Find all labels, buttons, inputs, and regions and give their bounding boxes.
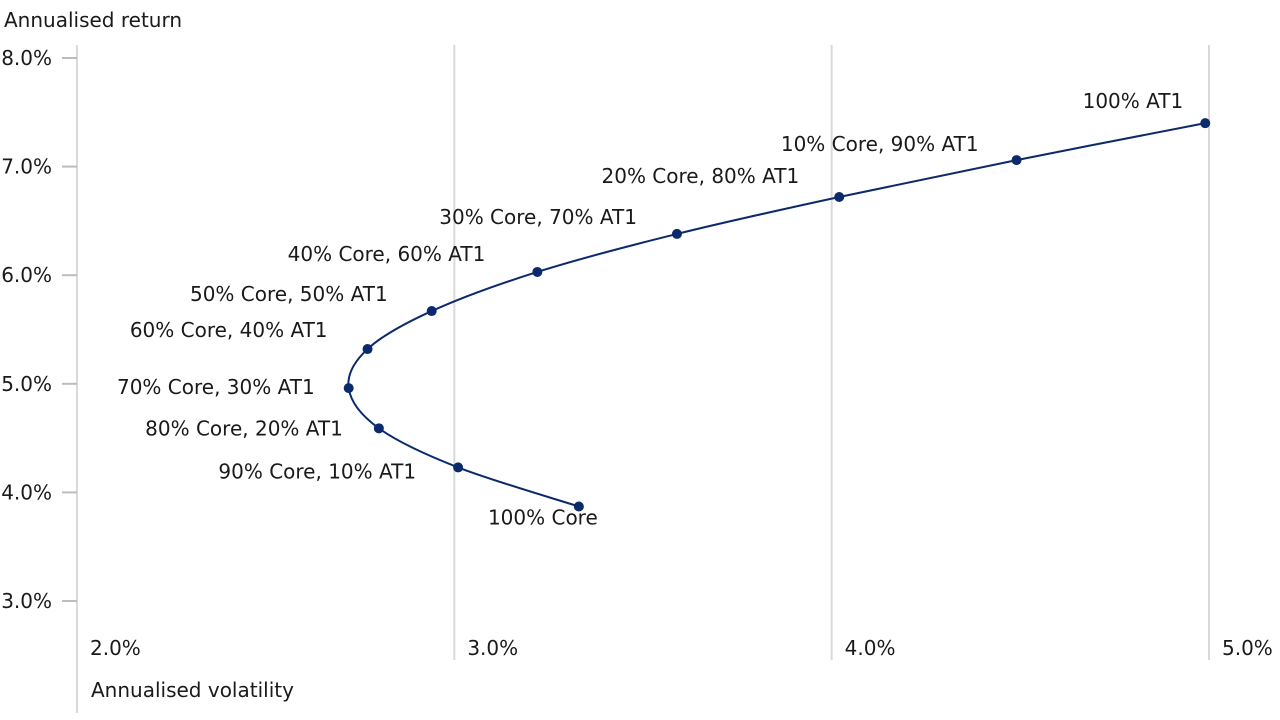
y-tick-label: 7.0% [1, 155, 52, 179]
data-point [1011, 155, 1022, 166]
y-axis-ticks: 3.0% 4.0% 5.0% 6.0% 7.0% 8.0% [1, 46, 77, 613]
x-tick-label: 3.0% [467, 636, 518, 660]
point-label: 30% Core, 70% AT1 [439, 205, 637, 229]
data-point [373, 423, 384, 434]
y-tick-label: 3.0% [1, 589, 52, 613]
y-tick-label: 5.0% [1, 372, 52, 396]
point-label: 20% Core, 80% AT1 [602, 164, 800, 188]
data-point [671, 228, 682, 239]
data-point [573, 501, 584, 512]
point-label: 90% Core, 10% AT1 [218, 459, 416, 483]
point-label: 100% AT1 [1083, 89, 1184, 113]
y-tick-label: 4.0% [1, 480, 52, 504]
point-label: 70% Core, 30% AT1 [117, 375, 315, 399]
y-tick-label: 8.0% [1, 46, 52, 70]
data-point [532, 266, 543, 277]
data-point [1200, 118, 1211, 129]
data-point [453, 462, 464, 473]
y-tick-label: 6.0% [1, 263, 52, 287]
point-label: 80% Core, 20% AT1 [145, 416, 343, 440]
data-point [834, 192, 845, 203]
point-label: 40% Core, 60% AT1 [288, 242, 486, 266]
data-point [343, 383, 354, 394]
data-point [426, 306, 437, 317]
x-tick-label: 2.0% [90, 636, 141, 660]
point-label: 100% Core [488, 506, 598, 530]
x-axis-title: Annualised volatility [91, 678, 294, 702]
y-axis-title: Annualised return [4, 8, 182, 32]
x-tick-label: 4.0% [845, 636, 896, 660]
x-axis-ticks: 2.0% 3.0% 4.0% 5.0% [90, 636, 1273, 660]
x-tick-label: 5.0% [1222, 636, 1273, 660]
point-label: 50% Core, 50% AT1 [190, 282, 388, 306]
point-label: 10% Core, 90% AT1 [781, 132, 979, 156]
data-point [362, 344, 373, 355]
point-label: 60% Core, 40% AT1 [130, 318, 328, 342]
point-labels: 100% Core 90% Core, 10% AT1 80% Core, 20% … [117, 89, 1183, 529]
data-points [343, 118, 1211, 512]
frontier-line [347, 122, 1206, 508]
